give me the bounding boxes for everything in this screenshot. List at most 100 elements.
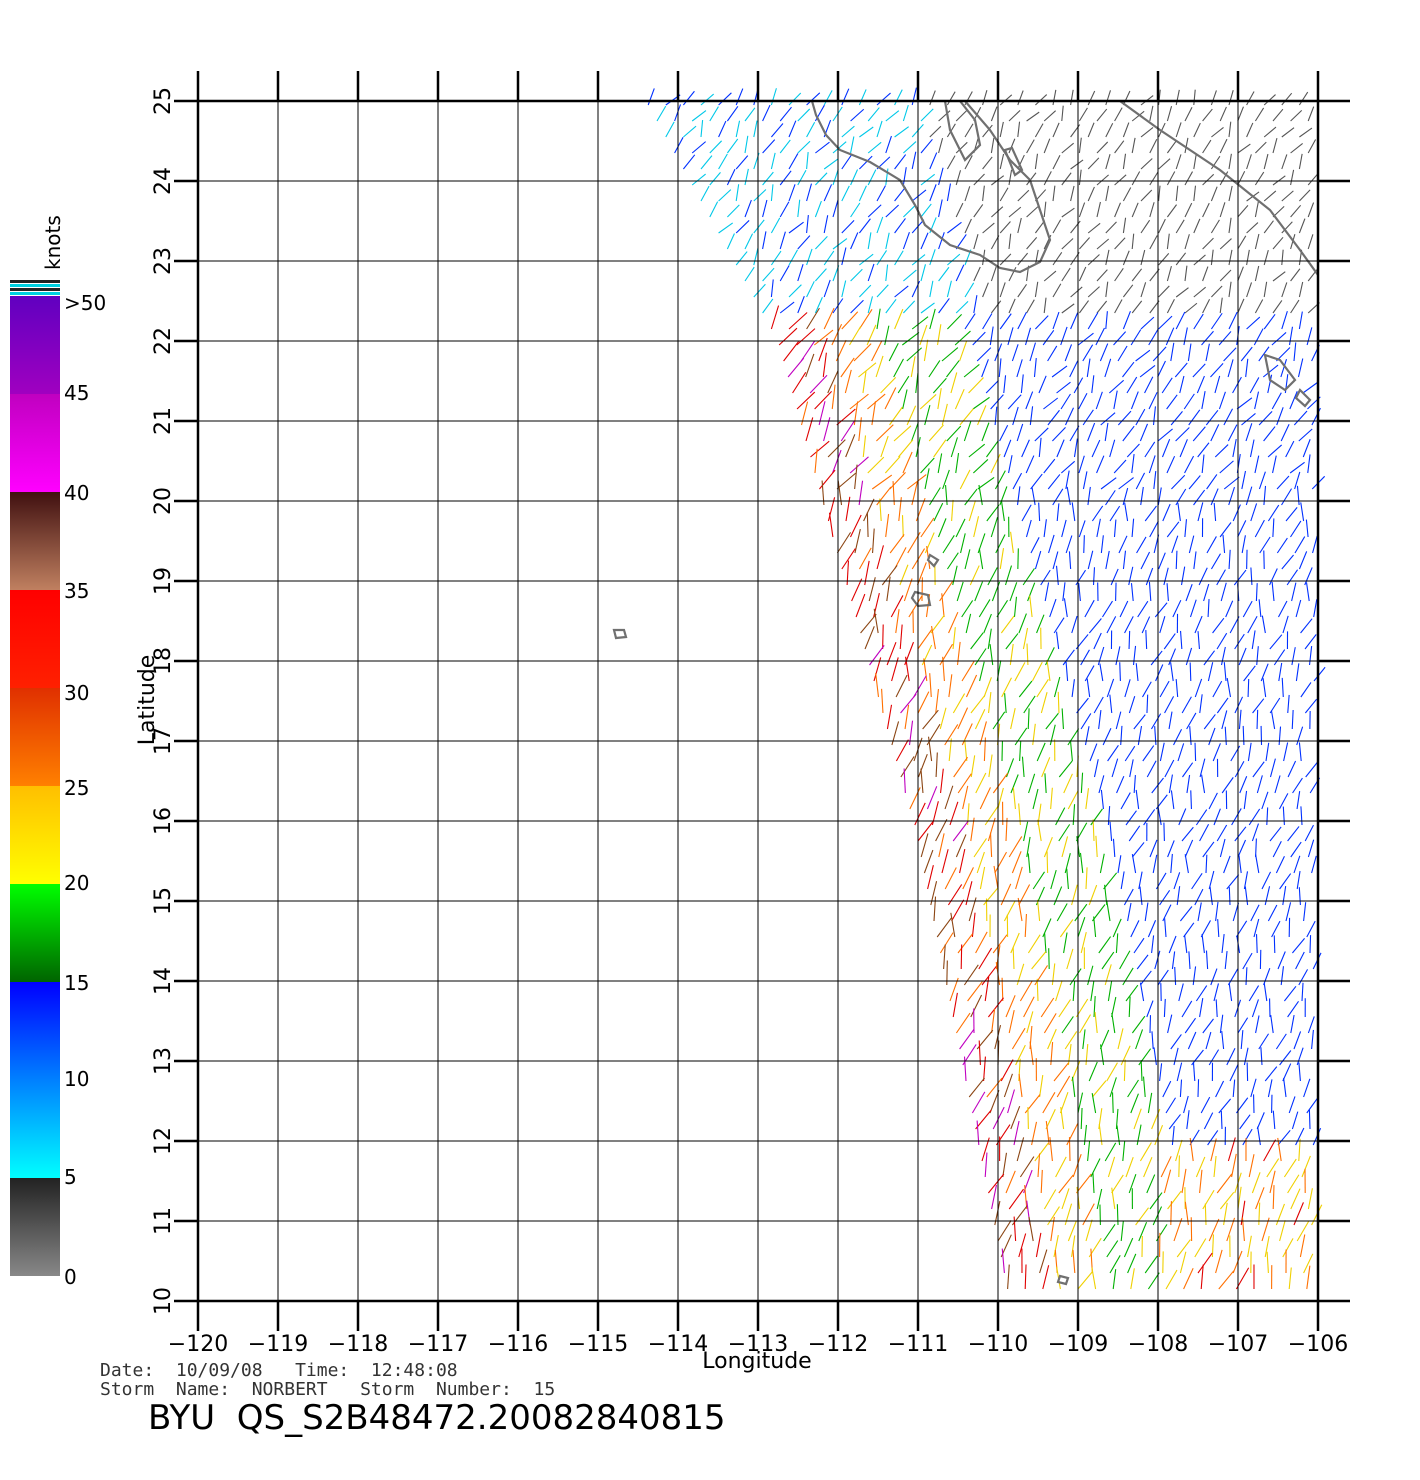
wind-vector xyxy=(1234,696,1244,714)
wind-vector xyxy=(884,456,901,474)
wind-vector xyxy=(936,324,942,346)
wind-vector xyxy=(1175,287,1189,298)
wind-vector xyxy=(1232,1079,1236,1098)
wind-vector xyxy=(1255,854,1260,874)
wind-vector xyxy=(1247,678,1250,698)
wind-vector xyxy=(726,168,736,186)
wind-vector xyxy=(1011,1027,1026,1050)
wind-vector xyxy=(1274,775,1281,794)
wind-vector xyxy=(1078,266,1087,282)
wind-vector xyxy=(1018,1073,1023,1098)
wind-vector xyxy=(929,184,937,202)
land-outline-path xyxy=(1056,1274,1070,1286)
wind-vector xyxy=(986,1077,1003,1098)
wind-vector xyxy=(886,576,891,602)
wind-vector xyxy=(1202,1018,1214,1034)
wind-vector xyxy=(1060,1107,1065,1130)
wind-vector xyxy=(1047,1028,1057,1050)
wind-vector xyxy=(1294,536,1306,554)
wind-vector xyxy=(1228,153,1232,170)
wind-vector xyxy=(961,723,973,746)
wind-vector xyxy=(1269,1170,1276,1194)
wind-vector xyxy=(1056,903,1068,922)
wind-vector xyxy=(1107,1156,1116,1178)
wind-vector xyxy=(894,250,904,266)
wind-vector xyxy=(1228,185,1233,202)
wind-vector xyxy=(1021,756,1025,778)
wind-vector xyxy=(979,787,991,810)
wind-vector xyxy=(1034,427,1049,442)
wind-vector xyxy=(979,866,986,890)
wind-vector xyxy=(1210,155,1221,170)
wind-vector xyxy=(1189,1137,1194,1162)
wind-vector xyxy=(770,279,774,298)
wind-vector xyxy=(884,387,897,410)
wind-vector xyxy=(1109,1077,1117,1098)
wind-vector xyxy=(1198,567,1208,586)
wind-vector xyxy=(1005,1170,1016,1194)
wind-vector xyxy=(1188,951,1191,970)
wind-vector xyxy=(1017,284,1028,298)
wind-vector xyxy=(1227,968,1239,986)
wind-vector xyxy=(920,232,929,250)
wind-vector xyxy=(955,170,962,186)
wind-vector xyxy=(973,295,978,314)
wind-vector xyxy=(1210,424,1220,442)
wind-vector xyxy=(1042,329,1055,346)
wind-vector xyxy=(1029,342,1037,362)
wind-vector xyxy=(1087,286,1100,298)
wind-vector xyxy=(992,772,1009,794)
wind-vector xyxy=(1101,951,1115,970)
wind-vector xyxy=(961,600,974,618)
wind-vector xyxy=(1070,159,1084,170)
wind-vector xyxy=(1052,488,1064,506)
wind-vector xyxy=(1300,682,1312,698)
wind-vector xyxy=(1021,504,1032,522)
wind-vector xyxy=(999,153,1005,170)
wind-vector xyxy=(1032,788,1039,810)
wind-vector xyxy=(1026,836,1031,858)
wind-vector xyxy=(800,340,816,362)
wind-vector xyxy=(779,139,791,154)
wind-vector xyxy=(1064,1031,1078,1050)
wind-vector xyxy=(983,1056,986,1082)
wind-vector xyxy=(1070,89,1074,106)
wind-vector xyxy=(850,299,864,314)
wind-vector xyxy=(952,992,958,1018)
wind-vector xyxy=(1184,854,1189,874)
wind-vector xyxy=(1197,1079,1200,1098)
wind-vector xyxy=(1115,711,1122,730)
wind-vector xyxy=(1210,362,1224,378)
wind-vector xyxy=(1267,504,1280,522)
wind-vector xyxy=(1148,581,1152,602)
wind-vector xyxy=(1193,551,1197,570)
wind-vector xyxy=(962,785,969,810)
wind-vector xyxy=(1001,1248,1005,1274)
wind-vector xyxy=(1078,583,1081,602)
wind-vector xyxy=(1307,839,1315,858)
wind-vector xyxy=(1175,219,1185,234)
wind-vector xyxy=(841,311,859,330)
wind-vector xyxy=(1003,900,1016,922)
wind-vector xyxy=(1158,218,1166,234)
wind-vector xyxy=(885,135,892,154)
wind-vector xyxy=(952,627,956,650)
wind-vector xyxy=(1250,503,1258,522)
wind-vector xyxy=(937,388,942,410)
wind-vector xyxy=(1261,615,1266,634)
wind-vector xyxy=(1267,904,1278,922)
wind-vector xyxy=(973,516,980,538)
wind-vector xyxy=(779,106,792,122)
wind-vector xyxy=(923,658,928,682)
wind-vector xyxy=(691,173,706,186)
wind-vector xyxy=(946,183,952,202)
wind-vector xyxy=(1112,1269,1117,1290)
wind-vector xyxy=(1127,1253,1137,1274)
wind-vector xyxy=(1082,344,1094,362)
land-outline-path xyxy=(612,628,628,640)
wind-vector xyxy=(968,1077,985,1098)
wind-vector xyxy=(1192,966,1197,986)
wind-vector xyxy=(1185,583,1193,602)
wind-vector xyxy=(1056,503,1060,522)
wind-vector xyxy=(841,280,847,298)
